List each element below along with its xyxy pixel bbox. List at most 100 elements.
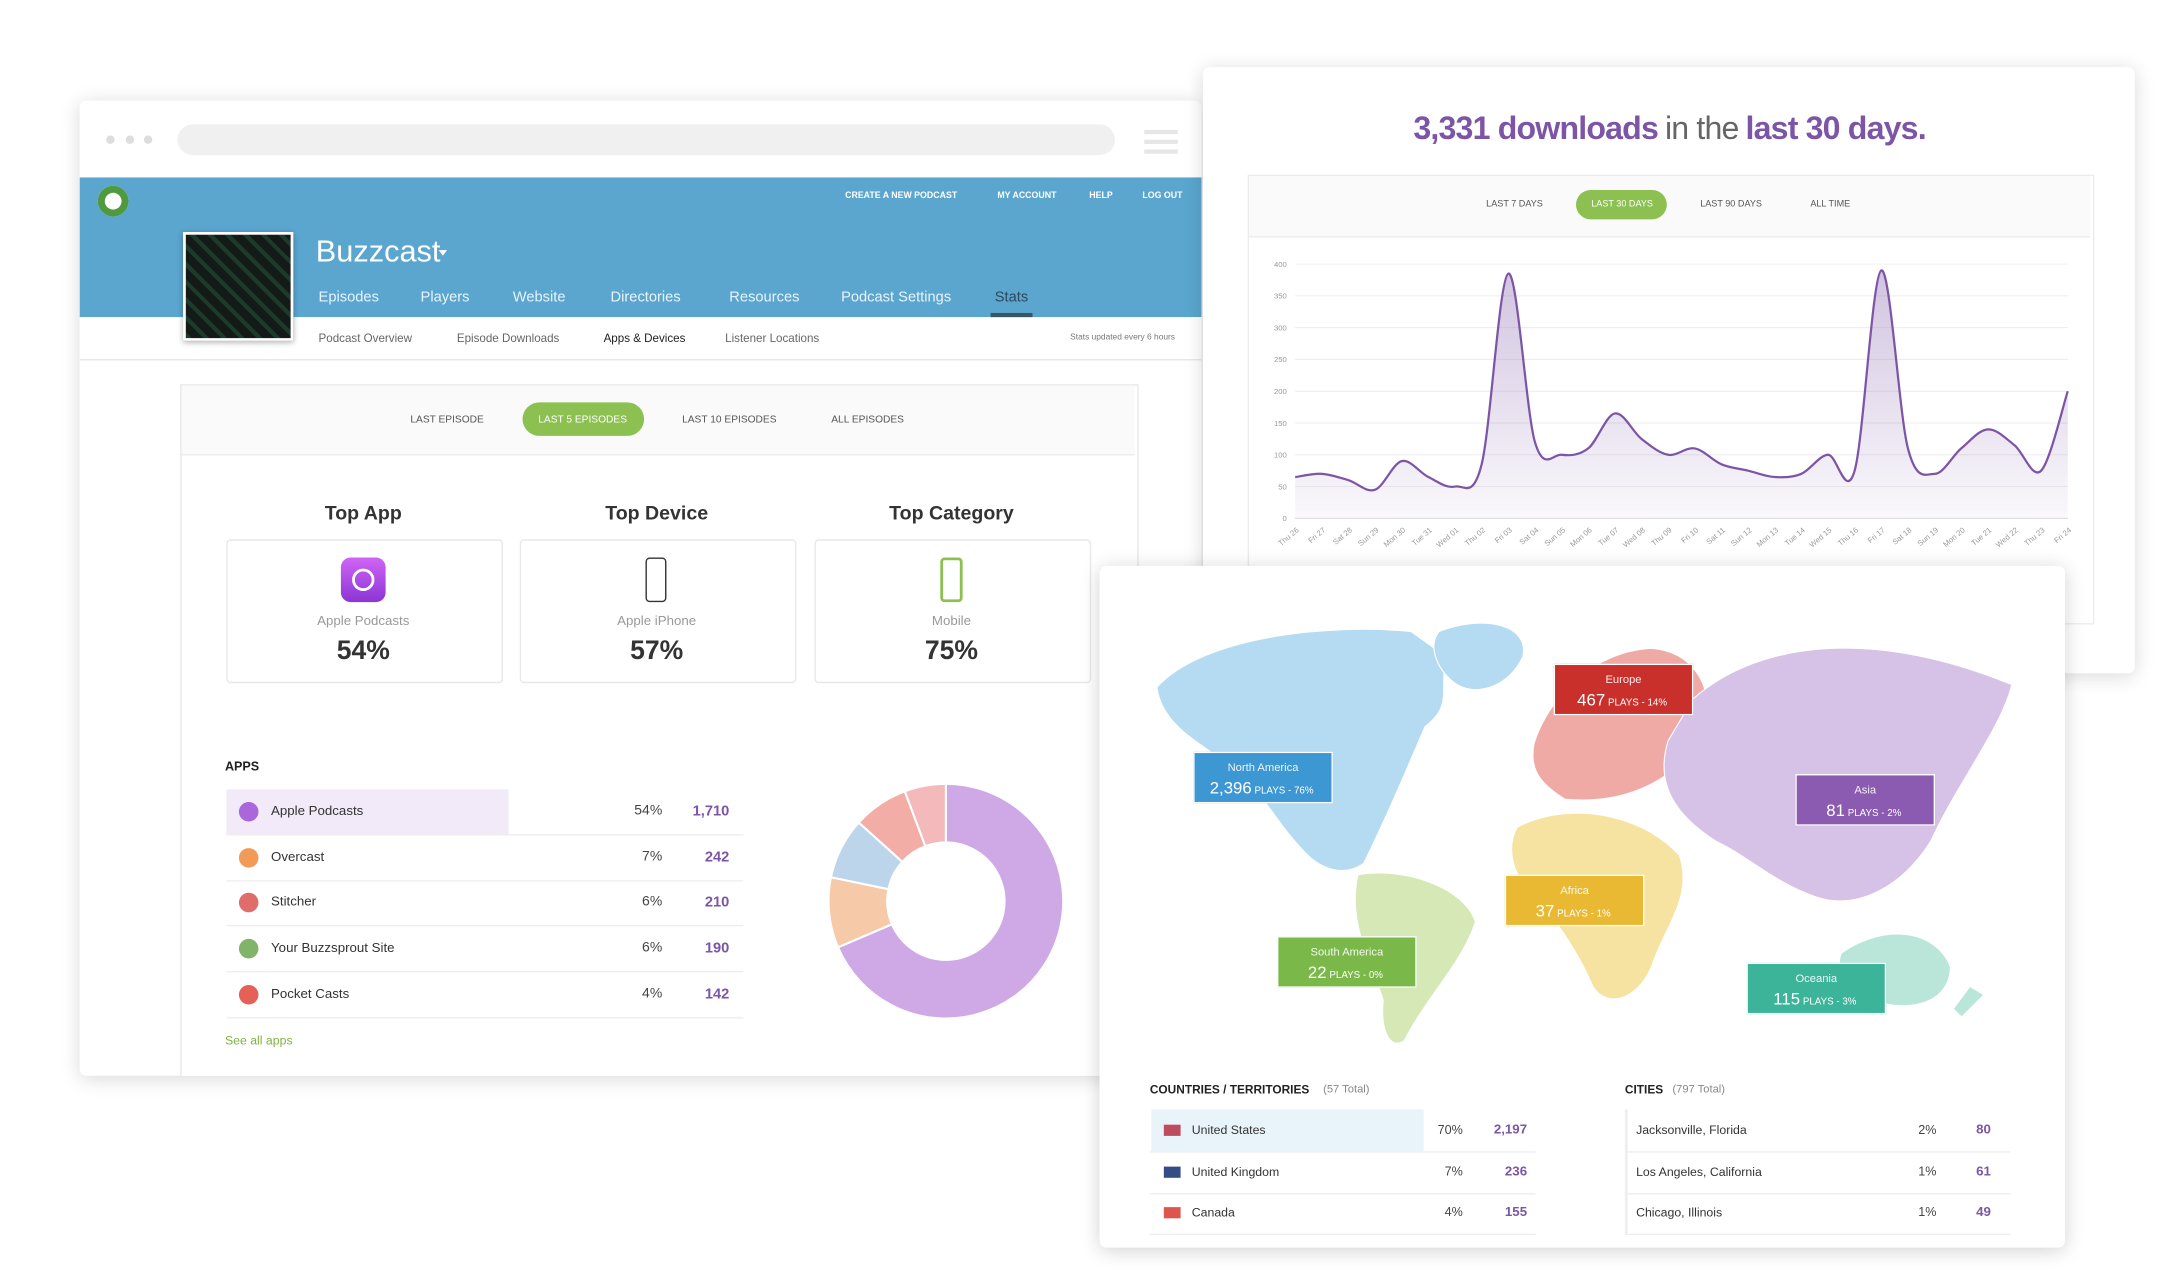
x-tick-label: Tue 07 bbox=[1596, 526, 1620, 548]
range-button[interactable]: LAST 30 DAYS bbox=[1591, 199, 1653, 210]
region-name: Africa bbox=[1560, 884, 1589, 897]
nav-link[interactable]: CREATE A NEW PODCAST bbox=[845, 191, 958, 201]
nav-link[interactable]: LOG OUT bbox=[1142, 191, 1183, 201]
row-percent: 70% bbox=[1437, 1122, 1463, 1137]
window-dot bbox=[143, 135, 153, 144]
app-percent: 4% bbox=[642, 986, 663, 1002]
new-zealand bbox=[1952, 985, 1985, 1018]
iphone-icon bbox=[645, 557, 667, 603]
greenland bbox=[1433, 622, 1525, 691]
y-tick-label: 50 bbox=[1278, 482, 1287, 491]
range-button[interactable]: LAST 7 DAYS bbox=[1486, 199, 1543, 210]
app-name: Your Buzzsprout Site bbox=[271, 940, 395, 957]
row-plays: 2,197 bbox=[1493, 1122, 1528, 1138]
flag bbox=[1163, 1165, 1181, 1178]
window-dot bbox=[106, 135, 115, 144]
range-button[interactable]: LAST EPISODE bbox=[410, 412, 484, 426]
region-label bbox=[1553, 663, 1694, 716]
nav-tab[interactable]: Players bbox=[420, 288, 470, 306]
see-all-link[interactable]: See all apps bbox=[224, 1033, 293, 1048]
row-edge bbox=[1624, 1109, 1628, 1152]
card-value: 54% bbox=[336, 636, 390, 666]
row-highlight bbox=[1151, 1109, 1424, 1152]
region-share: PLAYS - 2% bbox=[1847, 808, 1902, 819]
row-plays: 236 bbox=[1504, 1163, 1528, 1179]
nav-tab[interactable]: Episodes bbox=[318, 288, 379, 306]
app-percent: 6% bbox=[642, 940, 663, 956]
summary-card bbox=[814, 539, 1092, 684]
range-bar bbox=[181, 385, 1135, 456]
graphic bbox=[827, 782, 1065, 1020]
headline-part: in the bbox=[1664, 109, 1739, 147]
browser-window: CREATE A NEW PODCAST MY ACCOUNT HELP LOG OU… bbox=[79, 100, 1202, 1076]
x-tick-label: Thu 02 bbox=[1463, 526, 1487, 548]
x-tick-label: Mon 30 bbox=[1382, 526, 1407, 549]
y-tick-label: 300 bbox=[1274, 323, 1287, 332]
app-plays: 190 bbox=[704, 940, 730, 957]
x-tick-label: Tue 31 bbox=[1410, 526, 1434, 548]
y-tick-label: 100 bbox=[1274, 451, 1287, 460]
podcast-glyph bbox=[352, 568, 375, 591]
nav-link[interactable]: MY ACCOUNT bbox=[997, 191, 1057, 201]
sub-tab[interactable]: Listener Locations bbox=[725, 330, 820, 345]
range-button[interactable]: ALL TIME bbox=[1810, 199, 1851, 210]
sub-tab[interactable]: Apps & Devices bbox=[603, 330, 686, 345]
nav-tab[interactable]: Website bbox=[512, 288, 566, 306]
donut-slice bbox=[903, 782, 947, 848]
region-plays: 467 bbox=[1577, 690, 1606, 710]
range-pill bbox=[522, 402, 645, 436]
nav-tab[interactable]: Stats bbox=[994, 288, 1029, 306]
region-label bbox=[1193, 751, 1333, 804]
y-tick-label: 150 bbox=[1274, 419, 1287, 428]
range-button[interactable]: ALL EPISODES bbox=[831, 412, 904, 426]
row-divider bbox=[226, 971, 744, 973]
card-name: Apple Podcasts bbox=[317, 613, 410, 630]
flag bbox=[1163, 1124, 1181, 1136]
table-title: COUNTRIES / TERRITORIES bbox=[1149, 1082, 1310, 1097]
row-divider bbox=[226, 925, 744, 927]
nav-tab[interactable]: Resources bbox=[729, 288, 800, 306]
x-tick-label: Sat 28 bbox=[1331, 526, 1354, 547]
x-tick-label: Thu 26 bbox=[1277, 526, 1301, 548]
row-divider bbox=[1149, 1151, 1536, 1153]
active-tab-underline bbox=[990, 312, 1033, 318]
card-heading: Top Device bbox=[605, 501, 709, 524]
x-tick-label: Sat 04 bbox=[1518, 525, 1541, 547]
card-value: 75% bbox=[924, 636, 979, 666]
menu-line bbox=[1144, 139, 1178, 144]
nav-link[interactable]: HELP bbox=[1089, 191, 1113, 201]
range-button[interactable]: LAST 90 DAYS bbox=[1700, 199, 1762, 210]
nav-tab[interactable]: Podcast Settings bbox=[841, 288, 952, 306]
card-heading: Top App bbox=[324, 501, 402, 524]
range-button[interactable]: LAST 5 EPISODES bbox=[538, 412, 628, 426]
x-tick-label: Fri 17 bbox=[1866, 526, 1887, 546]
apps-title: APPS bbox=[224, 759, 260, 774]
y-tick-label: 250 bbox=[1274, 355, 1287, 364]
region-stats: 115 PLAYS - 3% bbox=[1773, 988, 1859, 1010]
y-tick-label: 0 bbox=[1282, 514, 1286, 523]
region-name: Europe bbox=[1605, 673, 1642, 687]
app-plays: 242 bbox=[704, 848, 730, 866]
row-plays: 155 bbox=[1504, 1204, 1528, 1221]
sub-tab[interactable]: Podcast Overview bbox=[318, 330, 412, 345]
sub-tab[interactable]: Episode Downloads bbox=[456, 330, 560, 345]
x-tick-label: Thu 16 bbox=[1836, 526, 1860, 548]
x-tick-label: Thu 23 bbox=[2023, 526, 2047, 548]
nav-tab[interactable]: Directories bbox=[610, 288, 681, 306]
row-name: Canada bbox=[1191, 1205, 1235, 1220]
row-divider bbox=[226, 834, 744, 836]
x-tick-label: Thu 09 bbox=[1650, 526, 1674, 548]
range-button[interactable]: LAST 10 EPISODES bbox=[682, 412, 777, 426]
row-name: United States bbox=[1191, 1122, 1266, 1137]
app-name: Apple Podcasts bbox=[271, 803, 364, 820]
region-stats: 22 PLAYS - 0% bbox=[1308, 961, 1386, 983]
row-plays: 49 bbox=[1976, 1204, 1991, 1221]
line bbox=[1295, 269, 2069, 492]
row-divider bbox=[1624, 1151, 2011, 1153]
headline: 3,331 downloads in the last 30 days. bbox=[1413, 109, 1926, 147]
menu-line bbox=[1144, 149, 1178, 154]
region-label bbox=[1276, 936, 1417, 988]
summary-card bbox=[519, 539, 797, 684]
region-share: PLAYS - 3% bbox=[1802, 997, 1857, 1008]
